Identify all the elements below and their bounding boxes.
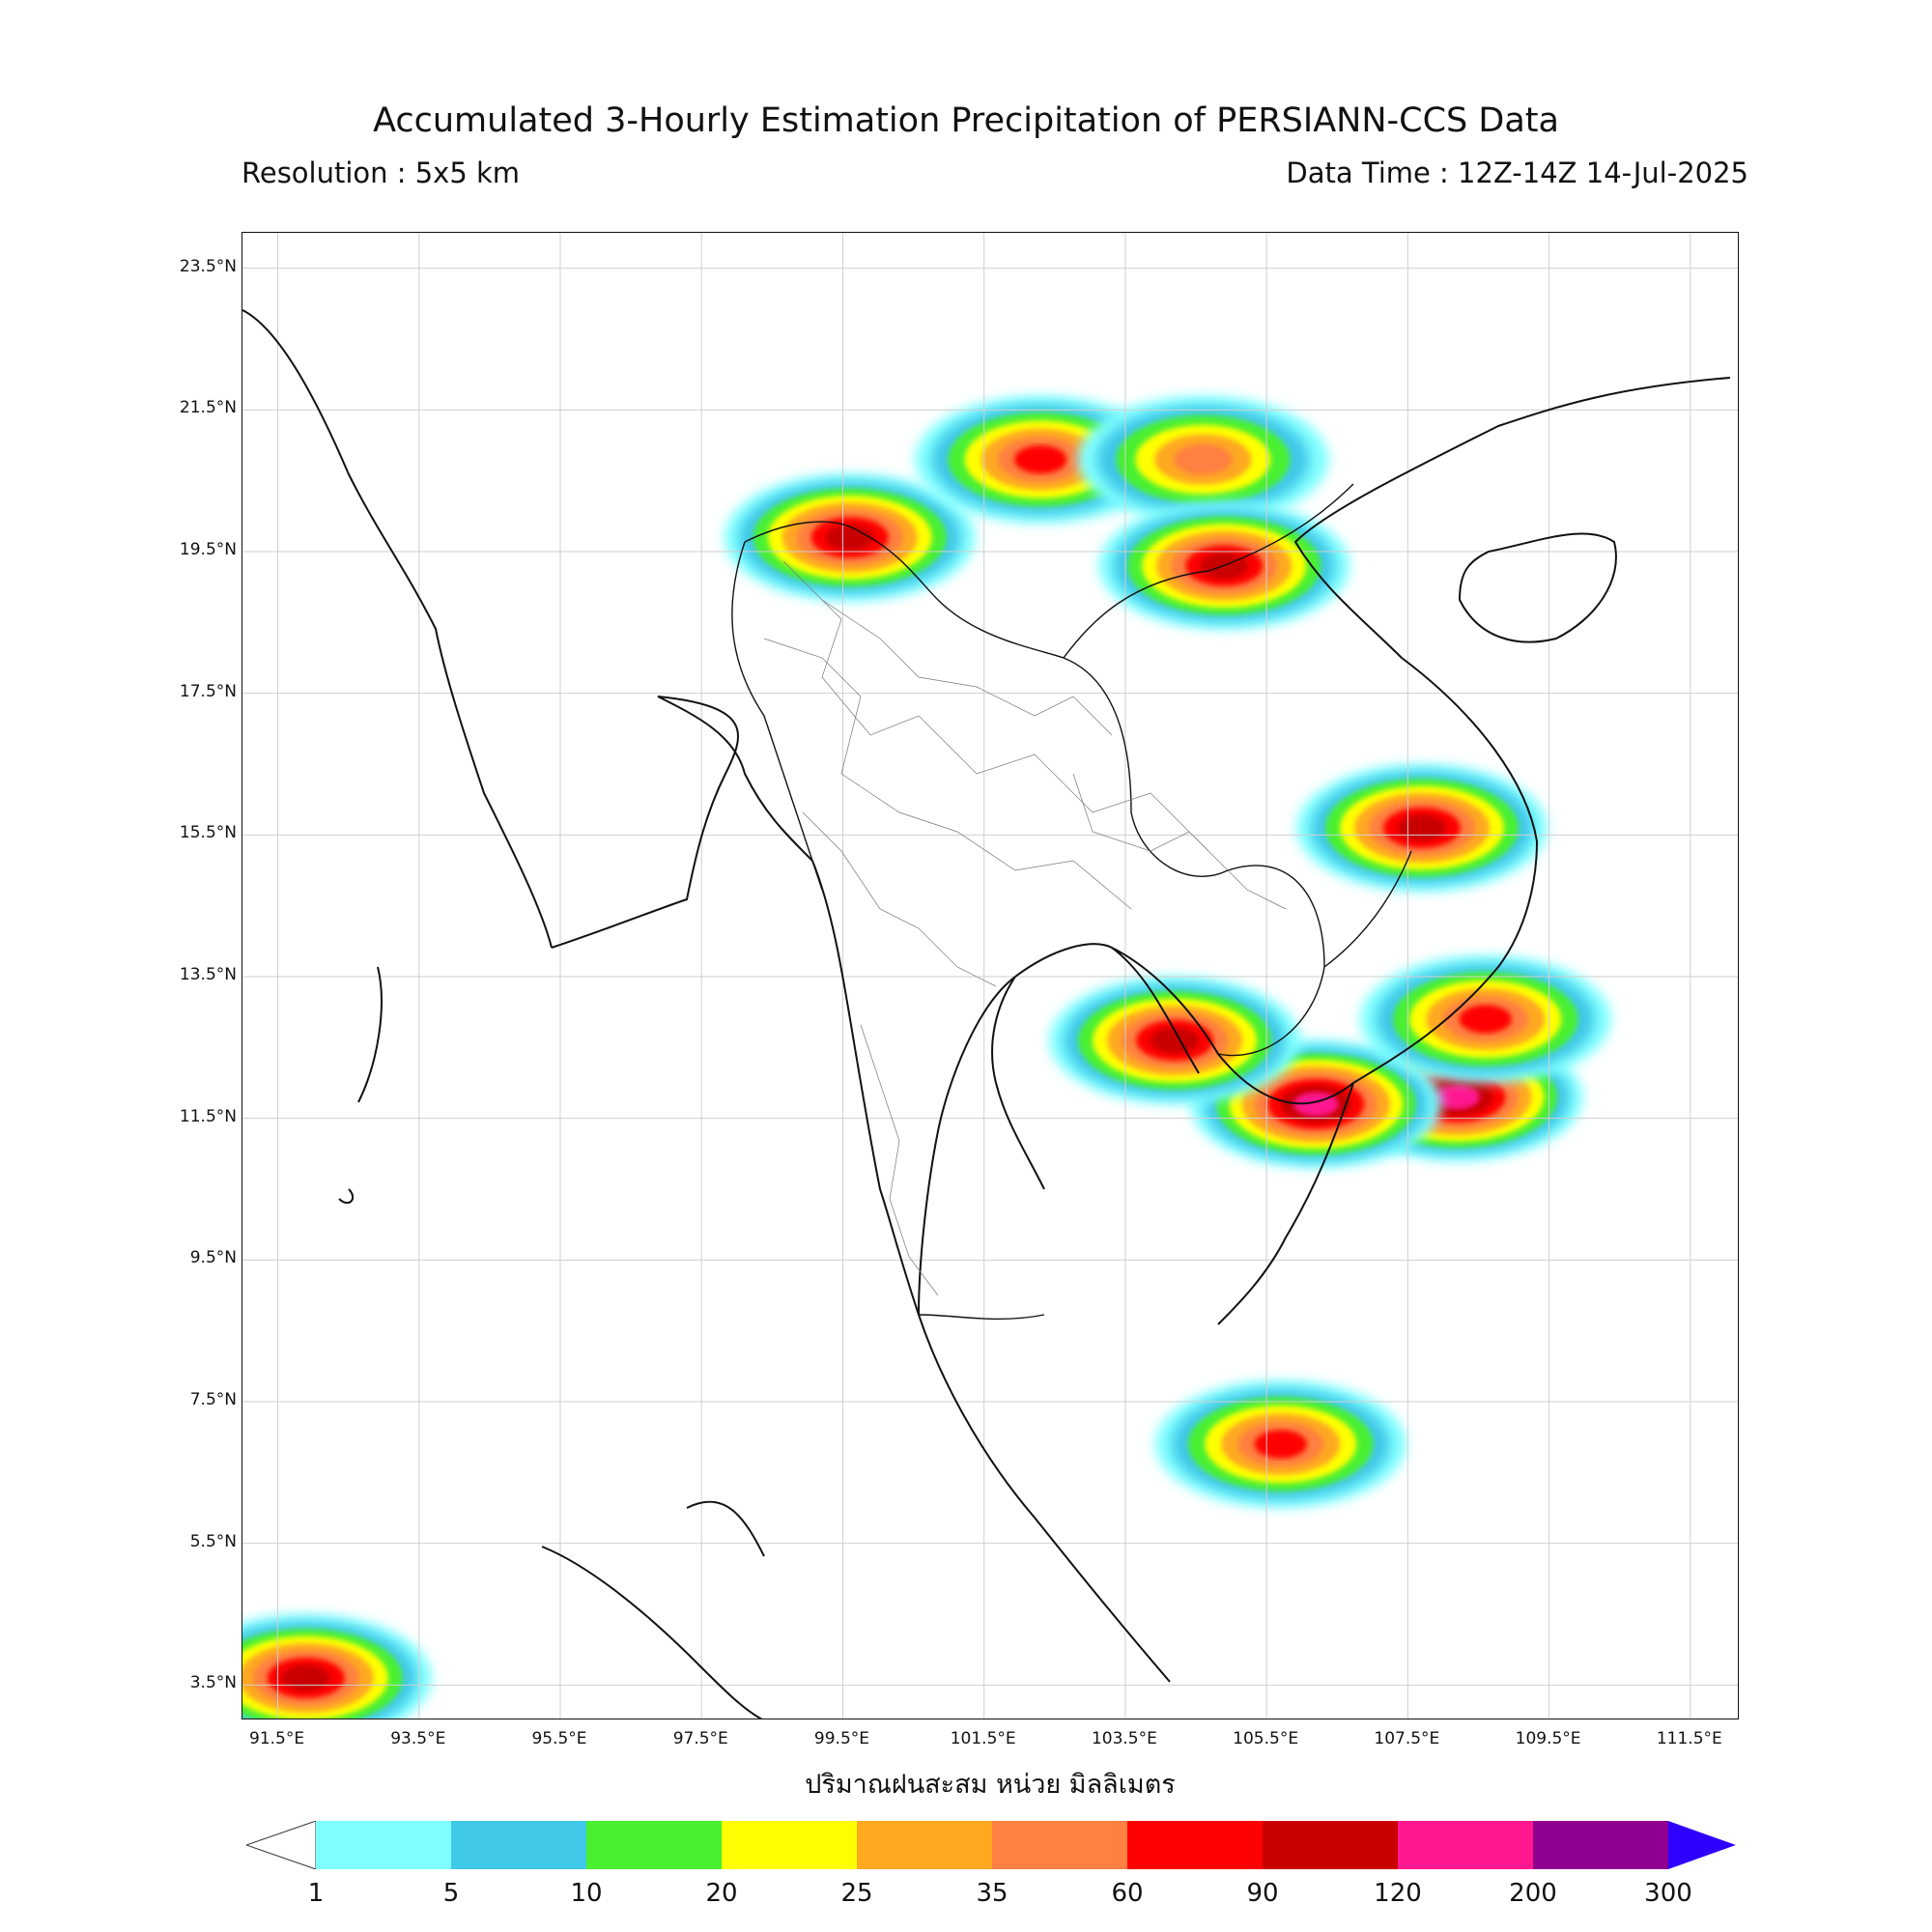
colorbar-segment (722, 1821, 857, 1869)
rain-cell (1295, 764, 1548, 892)
colorbar-threshold-label: 5 (442, 1879, 460, 1908)
rain-cell (1049, 977, 1301, 1104)
coastline-sumatra (541, 1500, 765, 1719)
colorbar-threshold-label: 200 (1509, 1879, 1557, 1908)
colorbar-threshold-label: 120 (1374, 1879, 1422, 1908)
coastline-myanmar (242, 309, 740, 949)
rain-cell (1098, 501, 1350, 630)
lat-label: 5.5°N (189, 1531, 237, 1551)
lon-label: 103.5°E (1091, 1729, 1157, 1748)
map-canvas (242, 233, 1738, 1719)
colorbar-segment (1533, 1821, 1668, 1869)
colorbar-segment (316, 1821, 451, 1869)
lon-label: 107.5°E (1374, 1729, 1440, 1748)
rain-band (825, 524, 874, 551)
colorbar-threshold-label: 25 (840, 1879, 873, 1908)
lon-label: 109.5°E (1515, 1729, 1581, 1748)
colorbar-threshold-label: 20 (705, 1879, 738, 1908)
lat-label: 15.5°N (179, 823, 237, 843)
coastline-gulf-thailand (991, 947, 1200, 1190)
border-malaysia (918, 1314, 1045, 1321)
map-title: Accumulated 3-Hourly Estimation Precipit… (373, 101, 1559, 140)
lat-label: 11.5°N (179, 1106, 237, 1126)
rain-band (1151, 1027, 1200, 1054)
coastlines (242, 309, 1731, 1719)
colorbar-threshold-label: 1 (307, 1879, 325, 1908)
rain-band (1435, 1085, 1480, 1110)
unit-label: ปริมาณฝนสะสม หน่วย มิลลิเมตร (805, 1770, 1176, 1800)
colorbar-threshold-label: 10 (570, 1879, 603, 1908)
rain-band (1014, 445, 1067, 474)
lat-label: 7.5°N (189, 1390, 237, 1409)
colorbar-segment (992, 1821, 1127, 1869)
colorbar-segment (1263, 1821, 1398, 1869)
lat-label: 23.5°N (179, 256, 237, 276)
colorbar-segment (451, 1821, 586, 1869)
colorbar-over-arrow (1668, 1821, 1736, 1869)
rain-cell (1359, 955, 1611, 1083)
rain-layer (242, 395, 1611, 1719)
precipitation-map[interactable] (242, 232, 1739, 1719)
rain-cell (242, 1614, 432, 1719)
lat-label: 13.5°N (179, 965, 237, 984)
border-laos-vietnam (1063, 483, 1412, 968)
lon-label: 105.5°E (1233, 1729, 1299, 1748)
coastline-hainan (1458, 532, 1617, 643)
colorbar-threshold-label: 300 (1644, 1879, 1692, 1908)
rain-cell (1154, 1380, 1406, 1508)
colorbar (246, 1821, 1736, 1869)
rain-cell (1077, 395, 1329, 524)
resolution-label: Resolution : 5x5 km (242, 156, 521, 189)
lat-label: 17.5°N (179, 681, 237, 701)
lon-label: 97.5°E (672, 1729, 728, 1748)
lon-label: 101.5°E (950, 1729, 1016, 1748)
rain-band (281, 1664, 330, 1691)
lon-label: 99.5°E (813, 1729, 869, 1748)
lat-label: 3.5°N (189, 1673, 237, 1693)
rain-band (1174, 443, 1233, 475)
colorbar-under-arrow (246, 1821, 317, 1869)
lat-label: 21.5°N (179, 398, 237, 418)
colorbar-threshold-label: 35 (976, 1879, 1009, 1908)
border-thailand (731, 521, 1325, 1057)
province-lines (763, 560, 1287, 1296)
rain-band (1397, 814, 1446, 841)
lat-label: 9.5°N (189, 1248, 237, 1268)
coastline-andaman (338, 966, 383, 1205)
lon-label: 91.5°E (249, 1729, 305, 1748)
data-time-label: Data Time : 12Z-14Z 14-Jul-2025 (1286, 156, 1748, 189)
colorbar-segment (586, 1821, 722, 1869)
coastline-mekong-delta (1217, 1082, 1354, 1325)
rain-band (1254, 1430, 1307, 1459)
coastline-indochina (657, 377, 1731, 1683)
lon-label: 93.5°E (390, 1729, 446, 1748)
lon-label: 95.5°E (531, 1729, 587, 1748)
colorbar-threshold-label: 90 (1246, 1879, 1279, 1908)
lon-label: 111.5°E (1656, 1729, 1722, 1748)
colorbar-segment (1398, 1821, 1533, 1869)
country-borders (731, 483, 1412, 1321)
colorbar-segment (857, 1821, 992, 1869)
rain-band (1459, 1005, 1512, 1034)
colorbar-threshold-label: 60 (1111, 1879, 1144, 1908)
colorbar-segment (1127, 1821, 1263, 1869)
lat-label: 19.5°N (179, 540, 237, 559)
